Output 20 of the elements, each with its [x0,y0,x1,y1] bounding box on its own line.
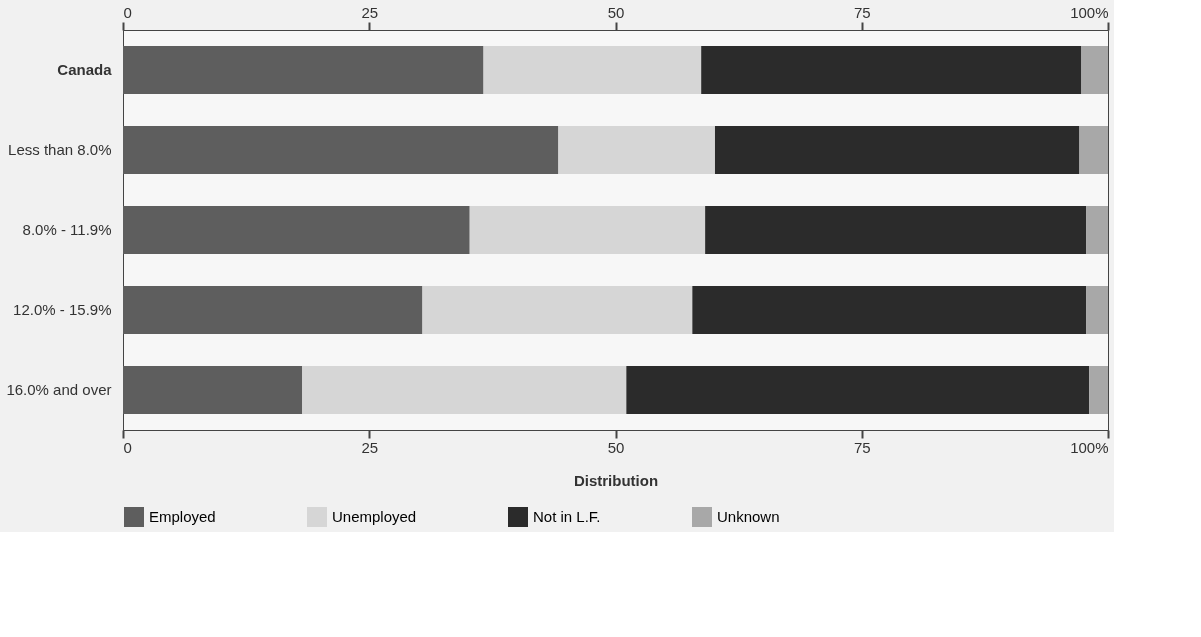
x-tick-label: 100% [1070,438,1109,456]
x-tick-label: 75 [853,438,871,456]
x2-tick-label: 75 [853,3,871,21]
legend-label: Unemployed [332,508,417,525]
x-tick-label: 0 [123,438,132,456]
x-tick-label: 25 [361,438,379,456]
x2-tick-label: 50 [607,3,625,21]
x2-tick-label: 0 [123,3,132,21]
y-tick-label: 12.0% - 15.9% [13,301,112,318]
legend-label: Not in L.F. [533,508,601,525]
legend-label: Unknown [717,508,780,525]
y-tick-label: Canada [57,61,113,78]
y-tick-label: Less than 8.0% [8,141,112,158]
y-tick-label: 16.0% and over [6,381,112,398]
x2-tick-label: 25 [361,3,379,21]
x2-tick-label: 100% [1070,3,1109,21]
x-axis-title: Distribution [573,471,659,489]
y-tick-label: 8.0% - 11.9% [22,221,112,238]
x-tick-label: 50 [607,438,625,456]
legend-label: Employed [149,508,216,525]
